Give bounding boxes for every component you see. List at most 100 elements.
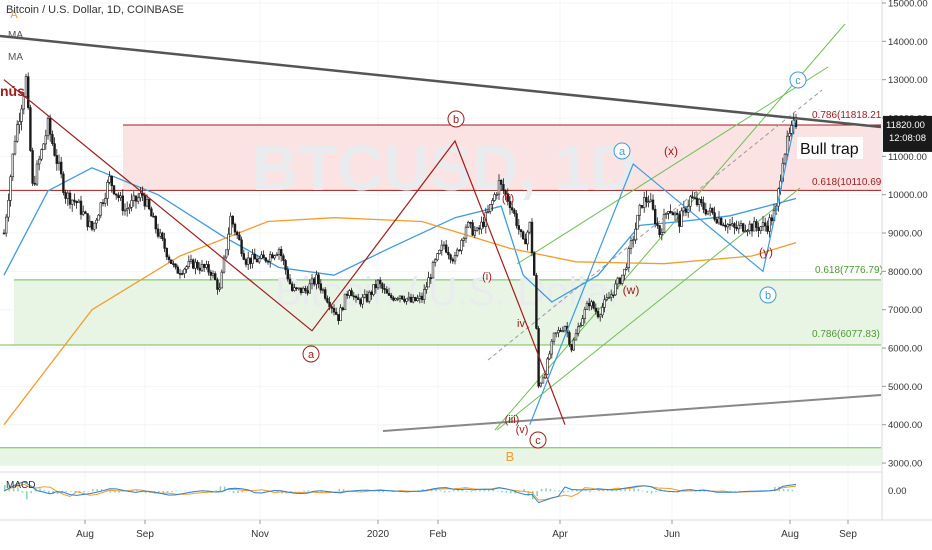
candle-body <box>130 200 133 208</box>
candle-body <box>735 227 738 230</box>
macd-bar <box>615 489 618 492</box>
candle-body <box>385 289 388 294</box>
macd-bar <box>518 491 521 493</box>
candle-body <box>15 124 19 142</box>
macd-bar <box>602 490 604 492</box>
candle-body <box>488 204 492 212</box>
dashed-trend <box>487 89 823 361</box>
macd-bar <box>774 486 776 492</box>
fib-label: 0.786(6077.83) <box>812 329 880 340</box>
wave-label-w: (w) <box>623 283 640 297</box>
candle-body <box>645 197 648 203</box>
candle-body <box>288 278 292 285</box>
candle-body <box>658 225 661 235</box>
candle-body <box>236 231 239 236</box>
candle-body <box>669 211 672 213</box>
macd-bar <box>558 490 560 492</box>
chart-title: Bitcoin / U.S. Dollar, 1D, COINBASE <box>6 4 184 16</box>
candle-body <box>367 291 371 302</box>
macd-bar <box>39 488 41 492</box>
macd-bar <box>554 490 556 492</box>
candle-body <box>106 181 109 199</box>
trendline-upper <box>0 34 882 129</box>
candle-body <box>609 294 613 298</box>
candle-body <box>128 206 131 209</box>
candle-body <box>629 240 633 249</box>
candle-body <box>174 263 177 268</box>
candle-body <box>244 259 248 265</box>
candle-body <box>788 133 791 137</box>
macd-bar <box>457 488 459 492</box>
candle-body <box>460 240 463 251</box>
macd-bar <box>470 491 472 492</box>
wave-label-a-blue: a <box>619 146 626 158</box>
candle-body <box>394 298 397 301</box>
candle-body <box>293 287 296 291</box>
candle-body <box>392 297 395 301</box>
candle-body <box>24 76 28 97</box>
candles <box>2 72 798 389</box>
macd-bar <box>642 490 644 492</box>
macd-bar <box>435 489 437 492</box>
candle-body <box>475 227 479 231</box>
macd-bar <box>624 488 626 492</box>
candle-body <box>148 198 151 210</box>
wave-label-A: A <box>10 9 18 21</box>
candle-body <box>33 182 37 185</box>
candle-body <box>46 118 50 137</box>
candle-body <box>480 221 483 230</box>
candle-body <box>139 192 142 199</box>
candle-body <box>436 253 439 261</box>
macd-bar <box>158 491 160 493</box>
cut-label: nús <box>0 83 25 99</box>
macd-bar <box>162 491 164 493</box>
candle-body <box>159 232 162 237</box>
candle-body <box>667 211 670 214</box>
macd-bar <box>232 491 235 494</box>
candle-body <box>627 248 631 269</box>
moving-average-blue <box>3 167 797 303</box>
candle-body <box>752 221 756 232</box>
price-tick-label: 10000.00 <box>888 190 928 201</box>
macd-bar <box>734 490 736 492</box>
macd-bar <box>290 491 292 493</box>
candle-body <box>264 257 267 262</box>
candle-body <box>453 255 457 262</box>
candle-body <box>266 260 270 263</box>
macd-tick-label: 0.00 <box>888 486 907 497</box>
candle-body <box>348 290 351 296</box>
candle-body <box>708 207 712 212</box>
candle-body <box>251 254 254 264</box>
candle-body <box>675 212 679 215</box>
candle-body <box>227 233 230 251</box>
candle-body <box>42 143 45 150</box>
candle-body <box>482 221 485 227</box>
candle-body <box>332 307 336 313</box>
candle-body <box>561 330 565 333</box>
macd-bar <box>114 491 116 493</box>
macd-bar <box>593 491 596 492</box>
candle-body <box>126 208 129 211</box>
candle-body <box>11 153 14 178</box>
candle-body <box>319 283 322 291</box>
candle-body <box>757 227 760 231</box>
candle-body <box>312 278 316 285</box>
candle-body <box>587 302 591 307</box>
macd-bar <box>699 491 701 492</box>
candle-body <box>425 286 428 290</box>
ma1-legend: MA <box>8 30 23 41</box>
macd-bar <box>65 491 68 492</box>
candle-body <box>552 332 556 342</box>
price-tick-label: 6000.00 <box>888 344 922 355</box>
wave-label-c-blue: c <box>795 75 801 87</box>
candle-body <box>40 149 43 160</box>
candle-body <box>458 249 461 252</box>
candle-body <box>719 217 723 226</box>
macd-bar <box>219 486 222 492</box>
candle-body <box>510 207 514 211</box>
candle-body <box>31 150 34 184</box>
candle-body <box>71 199 74 205</box>
candle-body <box>154 216 157 230</box>
candle-body <box>167 256 171 261</box>
